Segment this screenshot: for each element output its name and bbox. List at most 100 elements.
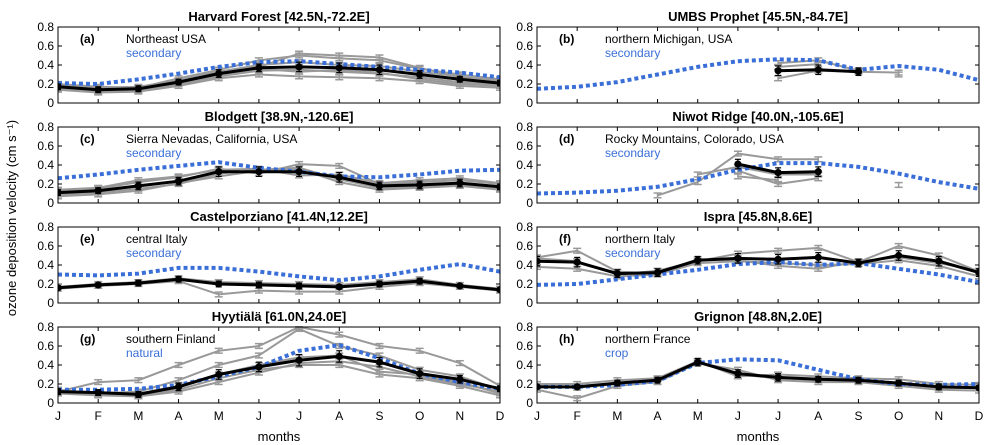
site-mean-point <box>134 390 142 399</box>
x-tick-label: F <box>95 409 102 423</box>
site-mean-line <box>58 277 500 292</box>
site-mean-point <box>975 269 979 277</box>
region-label: central Italy <box>126 232 187 246</box>
y-tick-label: 0.4 <box>37 358 54 372</box>
region-label: Sierra Nevadas, California, USA <box>126 132 297 146</box>
site-mean-point <box>496 286 500 294</box>
y-tick-label: 0.4 <box>37 58 54 72</box>
axes-frame <box>536 26 980 104</box>
panel-title: Blodgett [38.9N,-120.6E] <box>205 109 354 124</box>
site-mean-point <box>174 177 183 185</box>
site-mean-point <box>416 369 424 378</box>
x-tick-label: O <box>415 409 424 423</box>
site-mean-point <box>935 383 943 391</box>
site-year-line <box>58 167 500 198</box>
region-label: Rocky Mountains, Colorado, USA <box>605 132 784 146</box>
y-tick-label: 0.6 <box>37 339 54 353</box>
site-mean-point <box>895 379 903 387</box>
site-mean-line <box>58 65 500 92</box>
site-mean-point <box>58 83 62 91</box>
x-tick-label: A <box>814 409 822 423</box>
y-tick-label: 0.6 <box>37 239 54 253</box>
y-tick-label: 0.4 <box>37 258 54 272</box>
panel-title: Castelporziano [41.4N,12.2E] <box>190 209 368 224</box>
region-label: northern France <box>605 332 691 346</box>
y-tick-label: 0.2 <box>37 177 54 191</box>
site-mean-line <box>537 360 979 390</box>
site-mean-point <box>456 375 464 383</box>
x-tick-label: J <box>296 409 302 423</box>
x-tick-label: O <box>894 409 903 423</box>
site-mean-point <box>774 255 782 263</box>
y-tick-label: 0.4 <box>37 158 54 172</box>
panel-label: (c) <box>80 132 95 146</box>
site-mean-point <box>58 188 62 197</box>
y-tick-label: 0.6 <box>37 139 54 153</box>
x-tick-label: N <box>934 409 943 423</box>
site-mean-line <box>58 170 500 195</box>
site-mean-point <box>255 363 263 371</box>
y-tick-label: 0 <box>526 96 533 110</box>
site-mean-point <box>335 173 343 181</box>
y-tick-label: 0 <box>47 96 54 110</box>
site-mean-point <box>215 69 223 78</box>
y-tick-label: 0.8 <box>516 120 533 134</box>
panel-label: (g) <box>80 332 95 346</box>
x-tick-label: S <box>375 409 383 423</box>
pft-label: secondary <box>126 46 181 60</box>
site-mean-point <box>416 277 424 285</box>
site-mean-point <box>814 375 822 383</box>
site-mean-point <box>814 168 822 176</box>
y-tick-label: 0.2 <box>516 77 533 91</box>
panel-g: Hyytiälä [61.0N,24.0E] 0 0.2 0.4 0.6 0.8 J F M A M… <box>37 309 504 423</box>
plot-area <box>537 357 979 402</box>
y-tick-label: 0 <box>526 196 533 210</box>
site-mean-point <box>456 75 464 83</box>
y-tick-label: 0.2 <box>37 77 54 91</box>
panel-h: Grignon [48.8N,2.0E] 0 0.2 0.4 0.6 0.8 J F M A M J J… <box>516 309 983 423</box>
site-mean-point <box>134 182 142 190</box>
site-mean-point <box>653 376 662 384</box>
site-mean-point <box>895 251 903 260</box>
plot-area <box>537 242 979 287</box>
site-mean-point <box>255 168 263 176</box>
site-mean-point <box>573 383 581 391</box>
site-mean-point <box>854 68 863 76</box>
site-mean-point <box>58 284 62 292</box>
site-mean-point <box>295 282 303 290</box>
panel-title: Grignon [48.8N,2.0E] <box>694 309 822 324</box>
site-mean-point <box>335 352 343 361</box>
y-axis-label: ozone deposition velocity (cm s⁻¹) <box>4 120 19 316</box>
site-mean-point <box>774 67 782 75</box>
site-mean-point <box>335 64 343 72</box>
site-mean-point <box>335 283 343 291</box>
plot-area <box>58 50 500 96</box>
model-line <box>537 57 979 91</box>
site-mean-point <box>295 356 303 364</box>
y-tick-label: 0.8 <box>516 220 533 234</box>
site-mean-point <box>255 64 263 72</box>
model-line <box>537 161 979 196</box>
axes-frame <box>536 326 980 404</box>
site-mean-point <box>814 253 822 261</box>
site-mean-point <box>456 282 464 290</box>
x-tick-label: A <box>335 409 343 423</box>
site-mean-point <box>215 168 223 176</box>
site-mean-point <box>134 279 142 287</box>
x-tick-label: M <box>612 409 622 423</box>
y-tick-label: 0.2 <box>516 277 533 291</box>
y-tick-label: 0.8 <box>37 20 54 34</box>
site-mean-point <box>935 257 943 265</box>
site-mean-point <box>653 269 662 277</box>
y-tick-label: 0.4 <box>516 258 533 272</box>
region-label: southern Finland <box>126 332 215 346</box>
panel-f: Ispra [45.8N,8.6E] 0 0.2 0.4 0.6 0.8 (f) northe… <box>516 209 980 310</box>
pft-label: crop <box>605 346 629 360</box>
y-tick-label: 0.2 <box>516 377 533 391</box>
plot-area <box>58 262 500 298</box>
site-mean-point <box>215 370 223 379</box>
site-mean-point <box>537 257 541 265</box>
region-label: Northeast USA <box>126 32 206 46</box>
y-tick-label: 0.6 <box>516 239 533 253</box>
site-mean-point <box>375 280 384 288</box>
